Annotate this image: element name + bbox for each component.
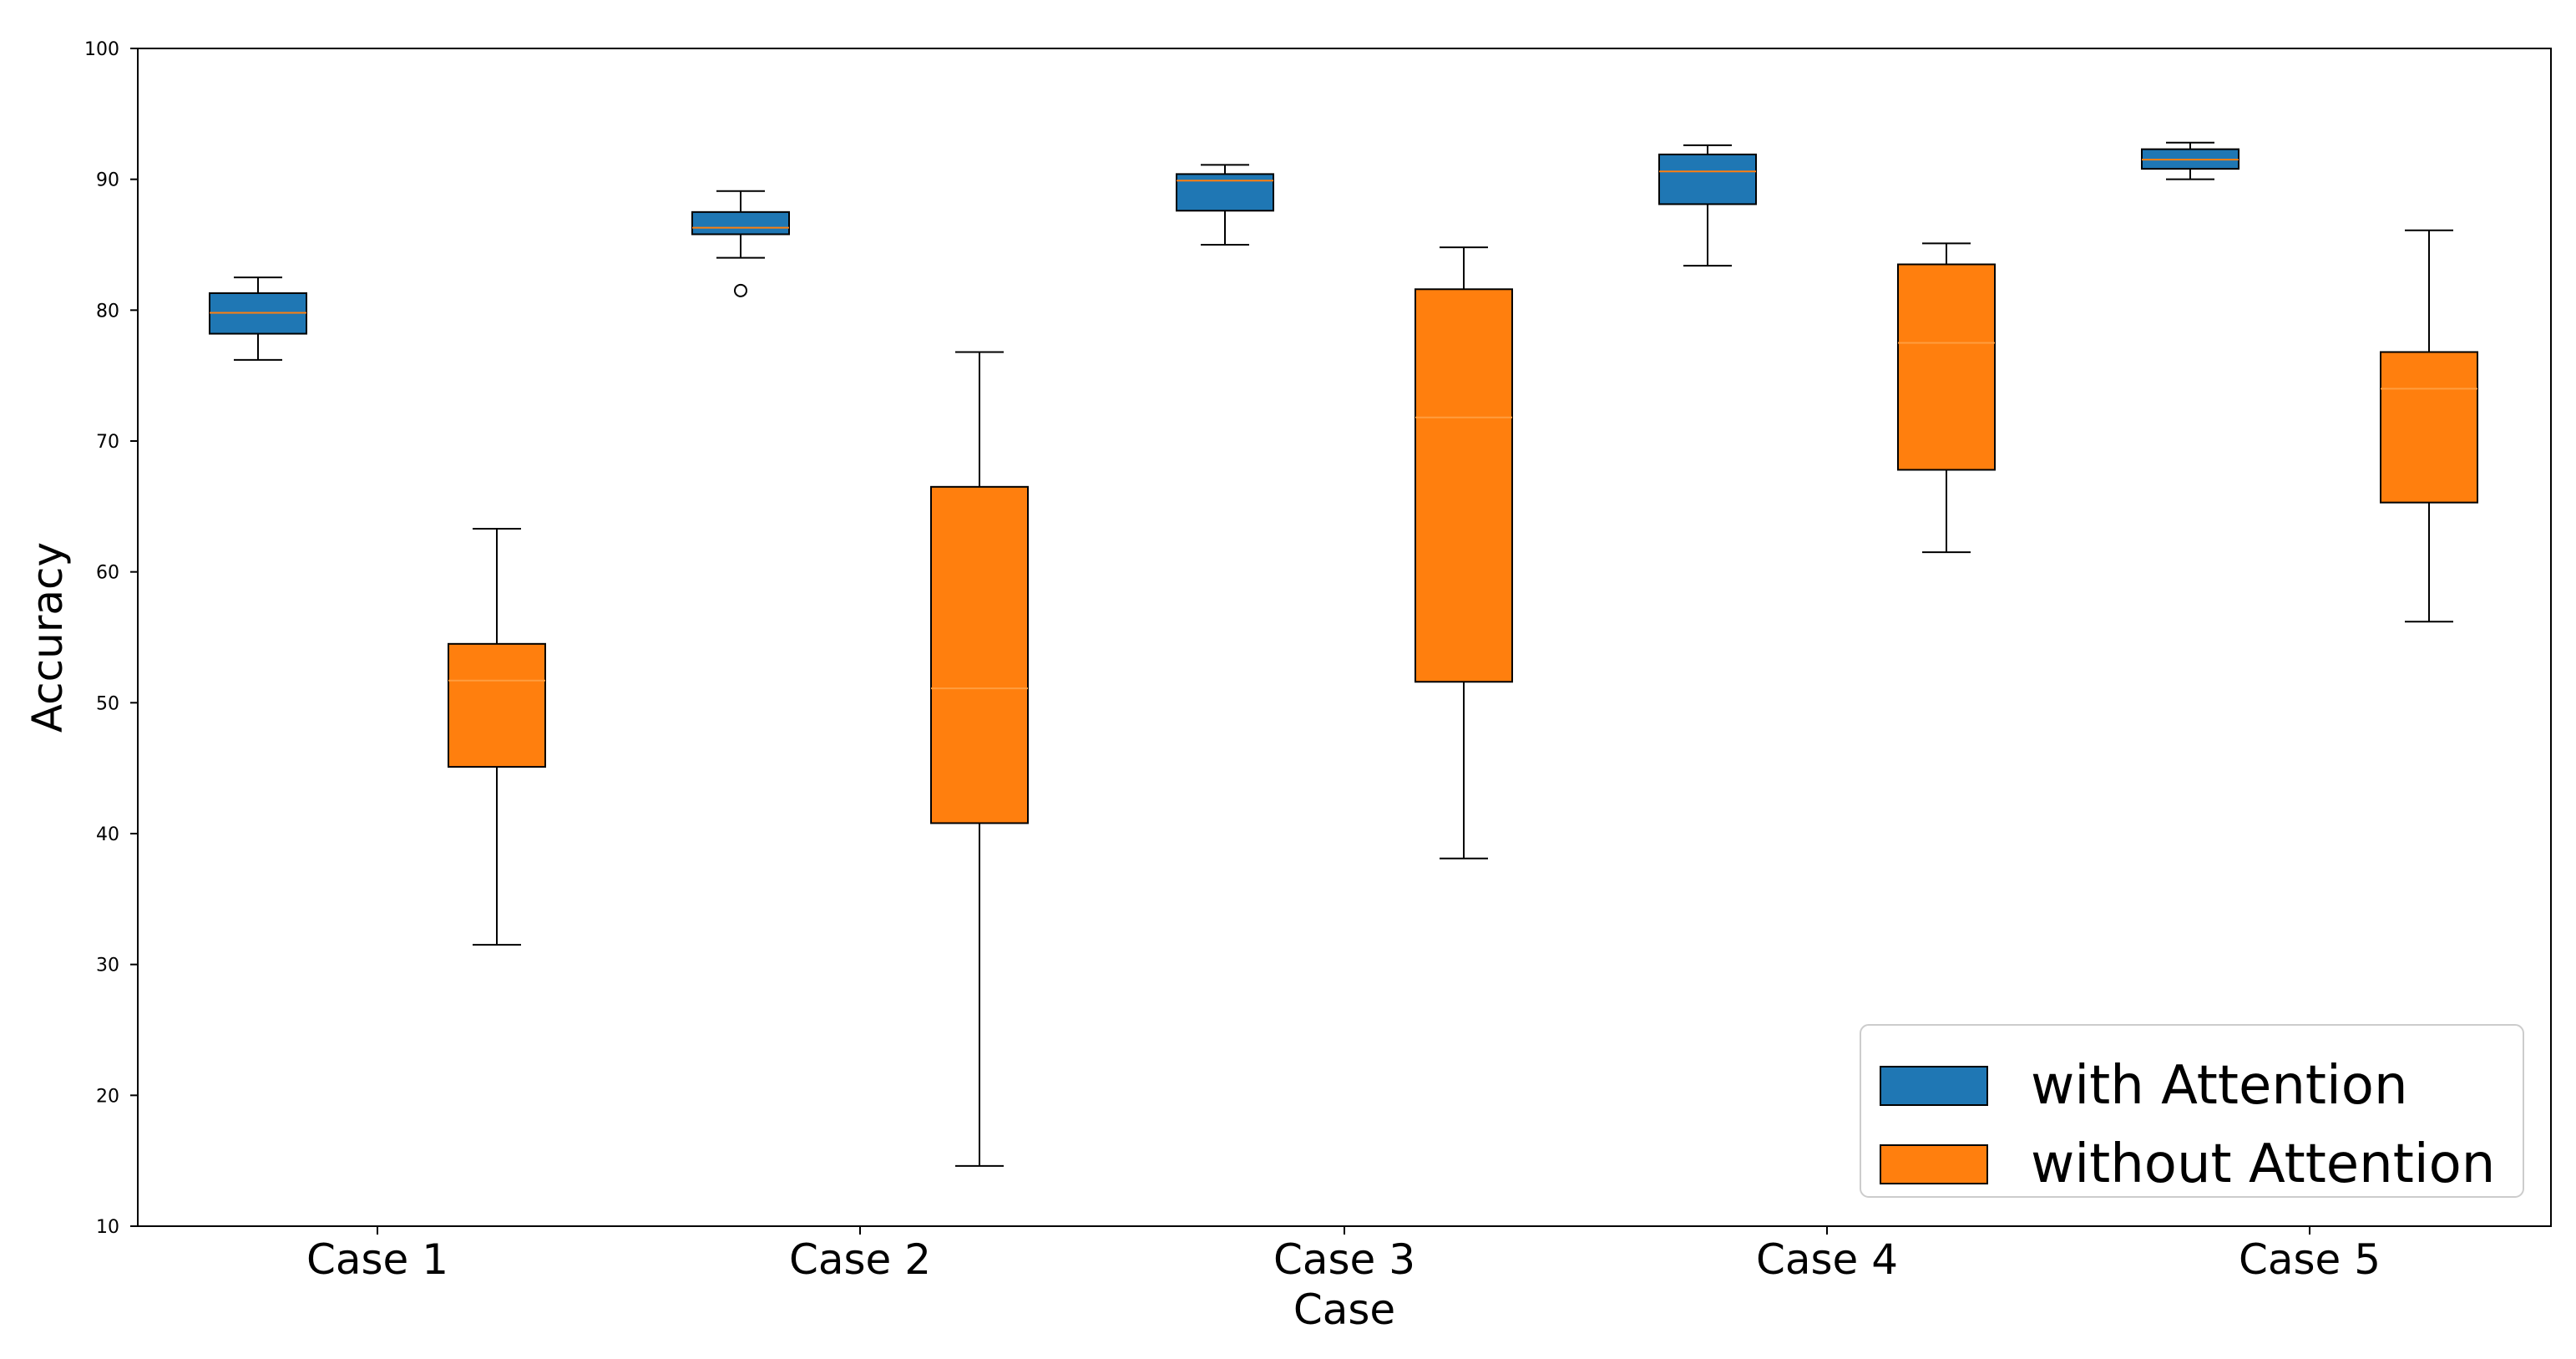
iqr-box bbox=[1658, 153, 1757, 205]
legend: with Attention without Attention bbox=[1860, 1024, 2524, 1198]
box-without-attention bbox=[1415, 246, 1513, 860]
iqr-box bbox=[1897, 263, 1996, 471]
box-without-attention bbox=[448, 527, 546, 946]
iqr-box bbox=[930, 485, 1029, 824]
iqr-box bbox=[448, 642, 546, 768]
box-with-attention bbox=[1658, 144, 1757, 267]
y-tick-label: 60 bbox=[96, 563, 119, 584]
box-without-attention bbox=[1897, 242, 1996, 554]
iqr-box bbox=[691, 210, 790, 236]
y-axis: 10 20 30 40 50 60 70 80 90 100 bbox=[84, 39, 138, 1238]
legend-swatch-without-attention bbox=[1880, 1144, 1988, 1184]
y-tick-label: 40 bbox=[96, 824, 119, 845]
x-tick-label: Case 4 bbox=[1756, 1235, 1898, 1284]
box-without-attention bbox=[930, 351, 1029, 1167]
y-axis-label: Accuracy bbox=[23, 542, 72, 733]
y-tick-label: 20 bbox=[96, 1086, 119, 1107]
box-with-attention bbox=[1176, 164, 1274, 246]
legend-frame bbox=[1860, 1024, 2524, 1198]
iqr-box bbox=[1176, 173, 1274, 212]
x-tick-label: Case 5 bbox=[2239, 1235, 2381, 1284]
plot-area bbox=[209, 141, 2478, 1167]
x-axis-label: Case bbox=[1293, 1285, 1395, 1334]
y-tick-label: 70 bbox=[96, 432, 119, 453]
y-tick-label: 50 bbox=[96, 693, 119, 714]
legend-label-without-attention: without Attention bbox=[2031, 1133, 2495, 1195]
box-with-attention bbox=[691, 190, 790, 297]
outlier-point bbox=[734, 283, 747, 297]
x-tick-label: Case 3 bbox=[1273, 1235, 1415, 1284]
iqr-box bbox=[2380, 351, 2478, 504]
box-without-attention bbox=[2380, 229, 2478, 623]
iqr-box bbox=[1415, 288, 1513, 683]
y-tick-label: 90 bbox=[96, 170, 119, 191]
y-tick-label: 80 bbox=[96, 301, 119, 322]
legend-label-with-attention: with Attention bbox=[2031, 1055, 2408, 1117]
y-tick-label: 30 bbox=[96, 956, 119, 976]
y-tick-label: 100 bbox=[84, 39, 119, 60]
x-tick-label: Case 1 bbox=[306, 1235, 448, 1284]
legend-swatch-with-attention bbox=[1880, 1066, 1988, 1106]
box-with-attention bbox=[209, 276, 307, 361]
x-tick-label: Case 2 bbox=[789, 1235, 931, 1284]
box-with-attention bbox=[2141, 141, 2239, 180]
x-axis: Case 1 Case 2 Case 3 Case 4 Case 5 bbox=[306, 1226, 2381, 1284]
y-tick-label: 10 bbox=[96, 1217, 119, 1238]
